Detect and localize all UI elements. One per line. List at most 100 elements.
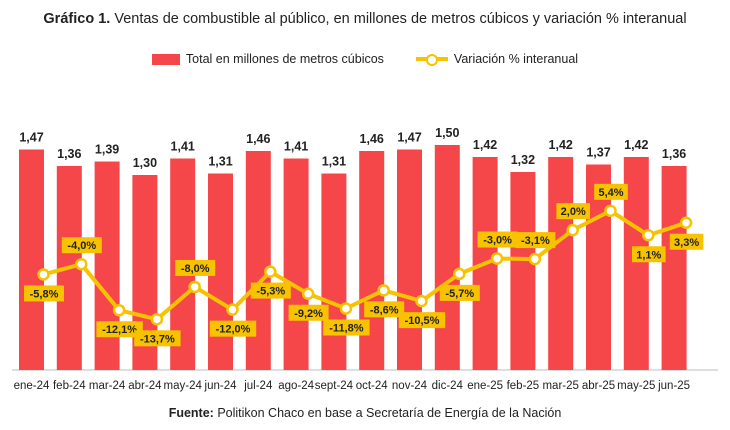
line-value-label: -3,0%: [483, 235, 512, 247]
bar-value-label: 1,30: [133, 156, 157, 170]
line-value-label: -12,0%: [216, 324, 251, 336]
bar-value-label: 1,32: [511, 153, 535, 167]
line-value-label: -12,1%: [102, 324, 137, 336]
line-point-ene-25: [490, 252, 504, 265]
x-tick-label: ago-24: [278, 380, 314, 392]
bar-value-label: 1,42: [473, 138, 497, 152]
chart-title-prefix: Gráfico 1.: [43, 11, 111, 27]
x-tick-label: feb-24: [53, 380, 86, 392]
bar-ene-24: [19, 149, 44, 370]
line-point-ago-24: [301, 287, 315, 301]
line-label-box: [134, 330, 181, 347]
line-label-box: [515, 232, 556, 249]
bar-value-label: 1,41: [284, 140, 308, 154]
bar-value-label: 1,46: [360, 132, 384, 146]
bar-jul-24: [245, 151, 271, 370]
line-label-box: [209, 320, 257, 337]
bar-value-label: 1,42: [549, 138, 573, 152]
line-label-box: [288, 304, 329, 321]
line-value-label: 1,1%: [636, 249, 661, 261]
source-text: Politikon Chaco en base a Secretaría de …: [217, 406, 562, 420]
line-value-label: -5,8%: [30, 288, 59, 300]
x-tick-label: oct-24: [356, 380, 389, 392]
legend-bar-swatch: [151, 53, 180, 65]
line-label-box: [594, 183, 628, 200]
line-point-mar-25: [566, 223, 579, 237]
x-tick-label: sept-24: [315, 380, 354, 392]
bar-oct-24: [359, 151, 385, 370]
x-tick-label: abr-25: [582, 380, 615, 392]
x-tick-label: ene-24: [14, 380, 50, 392]
bar-nov-24: [397, 149, 422, 370]
x-tick-label: feb-25: [507, 380, 540, 392]
line-value-label: 3,3%: [674, 237, 699, 249]
x-tick-label: mar-25: [542, 380, 578, 392]
line-label-box: [364, 301, 405, 318]
bar-sept-24: [321, 173, 347, 370]
x-tick-label: jun-25: [657, 380, 690, 392]
line-point-ene-24: [37, 268, 50, 281]
line-label-box: [556, 203, 590, 220]
bar-value-label: 1,47: [19, 131, 43, 145]
line-value-label: 5,4%: [598, 187, 623, 199]
line-label-box: [175, 259, 216, 276]
line-point-oct-24: [377, 284, 390, 297]
chart-title-text: Ventas de combustible al público, en mil…: [114, 11, 687, 27]
x-tick-label: may-25: [617, 380, 655, 392]
bar-jun-25: [661, 166, 687, 370]
chart-title: Gráfico 1. Ventas de combustible al públ…: [0, 11, 730, 27]
line-point-jul-24: [264, 265, 277, 278]
line-value-label: -5,3%: [256, 286, 285, 298]
line-value-label: -9,2%: [294, 308, 323, 320]
x-tick-label: ene-25: [467, 380, 503, 392]
legend-line-label: Variación % interanual: [453, 52, 579, 66]
x-tick-label: abr-24: [128, 380, 162, 392]
bar-ago-24: [283, 158, 309, 370]
line-value-label: -10,5%: [405, 315, 440, 327]
x-tick-label: jul-24: [243, 380, 273, 392]
line-label-box: [96, 321, 143, 338]
bar-value-label: 1,46: [246, 132, 270, 146]
legend-item-bars: Total en millones de metros cúbicos: [151, 52, 384, 66]
source-label: Fuente:: [168, 406, 214, 420]
line-point-feb-25: [528, 252, 542, 266]
line-point-feb-24: [75, 257, 88, 271]
line-label-box: [323, 319, 370, 336]
line-label-box: [398, 312, 446, 329]
line-point-nov-24: [415, 294, 428, 308]
line-point-abr-25: [604, 204, 617, 218]
bar-value-label: 1,50: [435, 126, 459, 140]
line-point-jun-24: [226, 303, 239, 316]
bar-value-label: 1,36: [662, 147, 686, 161]
bar-value-label: 1,41: [171, 140, 195, 154]
line-label-box: [24, 285, 64, 302]
line-label-box: [477, 231, 518, 248]
bar-mar-24: [94, 161, 120, 370]
line-point-abr-24: [150, 313, 164, 326]
line-value-label: -11,8%: [329, 323, 363, 335]
line-point-may-25: [642, 229, 655, 242]
line-label-box: [632, 246, 666, 263]
line-label-box: [669, 233, 704, 250]
legend-item-line: Variación % interanual: [415, 52, 579, 66]
bar-feb-25: [510, 172, 536, 370]
chart-legend: Total en millones de metros cúbicos Vari…: [0, 52, 730, 66]
line-point-dic-24: [453, 267, 466, 281]
line-value-label: 2,0%: [561, 206, 586, 218]
legend-line-swatch: [415, 54, 448, 66]
line-value-label: -3,1%: [521, 235, 550, 247]
line-value-label: -13,7%: [140, 333, 175, 345]
x-tick-label: nov-24: [392, 380, 428, 392]
x-tick-label: mar-24: [89, 380, 126, 392]
bar-value-label: 1,39: [95, 143, 119, 157]
line-point-jun-25: [679, 216, 693, 230]
legend-bar-label: Total en millones de metros cúbicos: [185, 52, 384, 66]
bar-value-label: 1,36: [57, 147, 81, 161]
line-label-box: [61, 237, 102, 254]
x-tick-label: jun-24: [204, 380, 238, 392]
bar-mar-25: [548, 157, 574, 370]
x-tick-label: dic-24: [432, 380, 464, 392]
line-point-mar-24: [112, 303, 126, 317]
